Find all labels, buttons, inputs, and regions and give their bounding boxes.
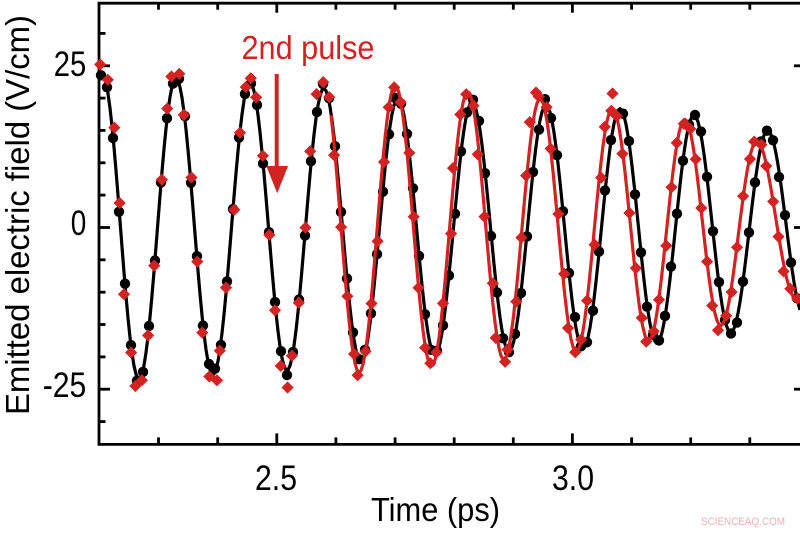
svg-text:2nd pulse: 2nd pulse [242, 30, 375, 67]
svg-text:25: 25 [54, 45, 87, 84]
svg-text:-25: -25 [43, 366, 87, 405]
svg-text:3.0: 3.0 [552, 459, 594, 498]
svg-text:0: 0 [71, 204, 87, 243]
svg-text:SCIENCEAQ.COM: SCIENCEAQ.COM [701, 516, 785, 528]
svg-text:Time (ps): Time (ps) [371, 491, 500, 528]
svg-text:2.5: 2.5 [255, 459, 297, 498]
svg-text:Emitted electric field (V/cm): Emitted electric field (V/cm) [0, 15, 36, 415]
